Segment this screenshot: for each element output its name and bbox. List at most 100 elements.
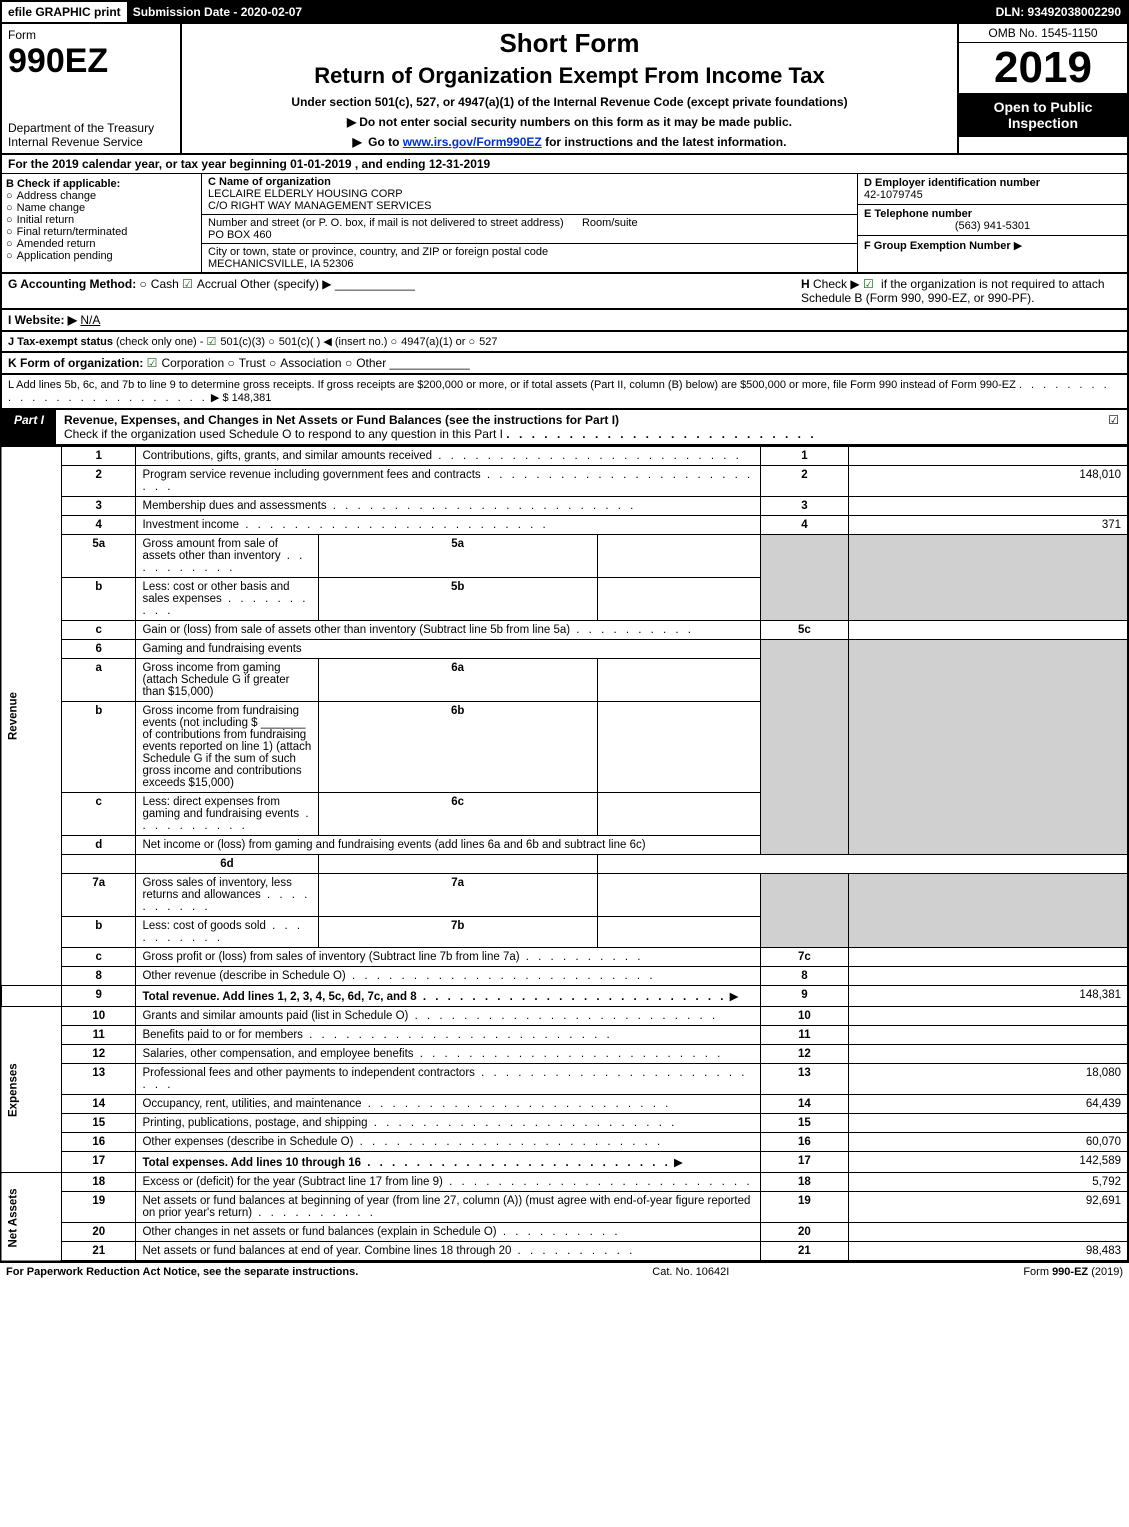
- line-k: K Form of organization: Corporation Trus…: [0, 353, 1129, 375]
- e-label: E Telephone number: [864, 208, 972, 220]
- amt-19: 92,691: [849, 1192, 1128, 1223]
- part-checkbox[interactable]: ☑: [1100, 410, 1127, 444]
- part-title-text: Revenue, Expenses, and Changes in Net As…: [64, 413, 619, 427]
- g-accrual[interactable]: Accrual: [182, 277, 237, 291]
- dept-line-1: Department of the Treasury: [8, 121, 174, 135]
- check-amended-return[interactable]: Amended return: [6, 238, 197, 250]
- check-name-change[interactable]: Name change: [6, 202, 197, 214]
- ln-10: 10: [62, 1007, 136, 1026]
- amt-8: [849, 967, 1128, 986]
- check-address-change[interactable]: Address change: [6, 190, 197, 202]
- desc-6c: Less: direct expenses from gaming and fu…: [142, 796, 311, 832]
- amt-4: 371: [849, 516, 1128, 535]
- instructions-link[interactable]: www.irs.gov/Form990EZ: [403, 135, 542, 149]
- ln-13: 13: [62, 1064, 136, 1095]
- j-4947[interactable]: 4947(a)(1) or: [391, 336, 466, 348]
- check-initial-return[interactable]: Initial return: [6, 214, 197, 226]
- line-g-h: G Accounting Method: Cash Accrual Other …: [0, 274, 1129, 310]
- form-number: 990EZ: [8, 42, 174, 81]
- desc-21: Net assets or fund balances at end of ye…: [142, 1245, 635, 1257]
- col-b: B Check if applicable: Address change Na…: [2, 174, 202, 272]
- amt-17: 142,589: [849, 1152, 1128, 1173]
- amt-7c: [849, 948, 1128, 967]
- desc-5b: Less: cost or other basis and sales expe…: [142, 581, 308, 617]
- desc-11: Benefits paid to or for members: [142, 1029, 612, 1041]
- sub-5b: 5b: [318, 578, 597, 621]
- k-association[interactable]: Association: [269, 356, 342, 370]
- rev-stub: [1, 986, 62, 1007]
- subamt-5a: [597, 535, 760, 578]
- ln-4: 4: [62, 516, 136, 535]
- org-address: PO BOX 460: [208, 229, 272, 241]
- omb-number: OMB No. 1545-1150: [959, 24, 1127, 43]
- j-501c3[interactable]: 501(c)(3): [207, 336, 266, 348]
- desc-5a: Gross amount from sale of assets other t…: [142, 538, 305, 574]
- line-j: J Tax-exempt status (check only one) - 5…: [0, 332, 1129, 353]
- l-text: L Add lines 5b, 6c, and 7b to line 9 to …: [8, 379, 1016, 391]
- title-sub-2: Do not enter social security numbers on …: [192, 115, 947, 129]
- g-cash[interactable]: Cash: [140, 277, 179, 291]
- box-3: 3: [760, 497, 848, 516]
- box-17: 17: [760, 1152, 848, 1173]
- j-note: (check only one) -: [116, 336, 203, 348]
- j-501c[interactable]: 501(c)( ): [268, 336, 320, 348]
- f-label: F Group Exemption Number: [864, 240, 1011, 252]
- footer-left: For Paperwork Reduction Act Notice, see …: [6, 1266, 358, 1278]
- h-label: H: [801, 277, 810, 291]
- shade-7: [760, 874, 848, 948]
- efile-label: efile GRAPHIC print: [2, 2, 127, 22]
- c-name-label: C Name of organization: [208, 176, 331, 188]
- sub-6a: 6a: [318, 659, 597, 702]
- amt-2: 148,010: [849, 466, 1128, 497]
- h-check-text: Check ▶: [813, 277, 860, 291]
- footer-mid: Cat. No. 10642I: [652, 1266, 729, 1278]
- ln-12: 12: [62, 1045, 136, 1064]
- col-b-label: B Check if applicable:: [6, 178, 197, 190]
- box-8: 8: [760, 967, 848, 986]
- g-other[interactable]: Other (specify): [240, 277, 319, 291]
- amt-14: 64,439: [849, 1095, 1128, 1114]
- k-other[interactable]: Other: [345, 356, 386, 370]
- shade-6-amt: [849, 640, 1128, 855]
- box-21: 21: [760, 1242, 848, 1262]
- k-corporation[interactable]: Corporation: [147, 356, 224, 370]
- k-trust[interactable]: Trust: [227, 356, 265, 370]
- ln-11: 11: [62, 1026, 136, 1045]
- box-10: 10: [760, 1007, 848, 1026]
- addr-label: Number and street (or P. O. box, if mail…: [208, 217, 564, 229]
- inspection-badge: Open to Public Inspection: [959, 93, 1127, 137]
- amt-11: [849, 1026, 1128, 1045]
- desc-10: Grants and similar amounts paid (list in…: [142, 1010, 718, 1022]
- form-word: Form: [8, 28, 174, 42]
- ein-value: 42-1079745: [864, 189, 923, 201]
- check-application-pending[interactable]: Application pending: [6, 250, 197, 262]
- short-form-title: Short Form: [192, 28, 947, 59]
- desc-17: Total expenses. Add lines 10 through 16: [142, 1157, 670, 1169]
- col-de: D Employer identification number 42-1079…: [857, 174, 1127, 272]
- check-final-return[interactable]: Final return/terminated: [6, 226, 197, 238]
- desc-12: Salaries, other compensation, and employ…: [142, 1048, 723, 1060]
- shade-5: [760, 535, 848, 621]
- ln-6d: d: [62, 836, 136, 855]
- box-2: 2: [760, 466, 848, 497]
- j-527[interactable]: 527: [468, 336, 497, 348]
- box-6d: 6d: [136, 855, 318, 874]
- l-amount: $ 148,381: [222, 392, 271, 404]
- footer-right-form: 990-EZ: [1052, 1266, 1088, 1278]
- desc-5c: Gain or (loss) from sale of assets other…: [142, 624, 694, 636]
- desc-1: Contributions, gifts, grants, and simila…: [142, 450, 741, 462]
- desc-7a: Gross sales of inventory, less returns a…: [142, 877, 310, 913]
- ln-5a: 5a: [62, 535, 136, 578]
- ln-6b: b: [62, 702, 136, 793]
- desc-20: Other changes in net assets or fund bala…: [142, 1226, 620, 1238]
- desc-8: Other revenue (describe in Schedule O): [142, 970, 655, 982]
- box-11: 11: [760, 1026, 848, 1045]
- h-checkbox-icon[interactable]: [863, 277, 878, 291]
- desc-14: Occupancy, rent, utilities, and maintena…: [142, 1098, 671, 1110]
- desc-16: Other expenses (describe in Schedule O): [142, 1136, 663, 1148]
- amt-10: [849, 1007, 1128, 1026]
- j-insert: ◀ (insert no.): [323, 336, 387, 348]
- amt-6d: [318, 855, 597, 874]
- part-badge: Part I: [2, 410, 56, 444]
- submission-date: Submission Date - 2020-02-07: [127, 2, 308, 22]
